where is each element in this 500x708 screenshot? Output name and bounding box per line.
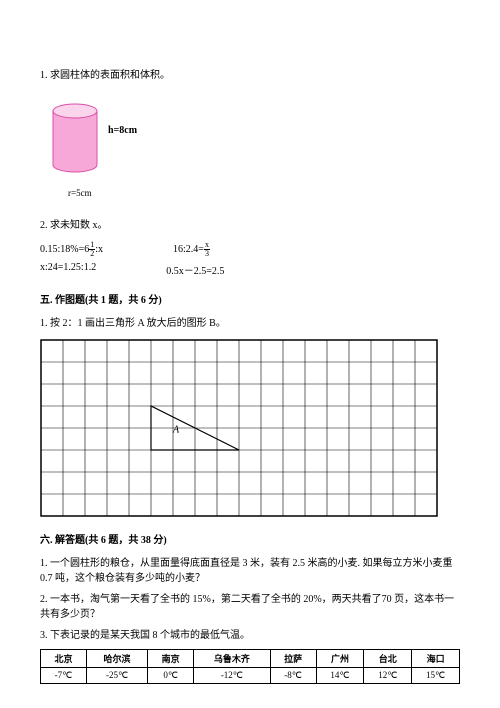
eq1-pre: 0.15:18%=6 xyxy=(40,244,89,255)
temperature-table: 北京哈尔滨南京乌鲁木齐拉萨广州台北海口 -7℃-25℃0℃-12℃-8℃14℃1… xyxy=(40,649,460,684)
eq2-den: 3 xyxy=(204,250,210,258)
cylinder-figure: h=8cm r=5cm xyxy=(40,93,460,198)
table-header-cell: 广州 xyxy=(316,650,364,668)
sec5-q1: 1. 按 2：1 画出三角形 A 放大后的图形 B。 xyxy=(40,314,460,329)
table-value-cell: -8℃ xyxy=(270,668,316,684)
table-header-cell: 乌鲁木齐 xyxy=(194,650,271,668)
table-header-cell: 拉萨 xyxy=(270,650,316,668)
table-header-cell: 海口 xyxy=(412,650,460,668)
eq2: 16:2.4=x3 xyxy=(173,241,210,258)
grid-figure: A xyxy=(40,339,460,517)
table-value-cell: -12℃ xyxy=(194,668,271,684)
table-header-cell: 南京 xyxy=(148,650,194,668)
sec6-q3: 3. 下表记录的是某天我国 8 个城市的最低气温。 xyxy=(40,626,460,641)
grid-svg: A xyxy=(40,339,438,517)
cylinder-svg: h=8cm xyxy=(40,93,190,183)
eq2-pre: 16:2.4= xyxy=(173,244,204,255)
table-header-cell: 北京 xyxy=(41,650,87,668)
eq4: 0.5x－2.5=2.5 xyxy=(166,262,224,277)
table-value-cell: 14℃ xyxy=(316,668,364,684)
sec6-q2: 2. 一本书，淘气第一天看了全书的 15%，第二天看了全书的 20%，两天共看了… xyxy=(40,590,460,620)
eq-row-2: x:24=1.25:1.2 0.5x－2.5=2.5 xyxy=(40,262,460,277)
table-header-cell: 台北 xyxy=(364,650,412,668)
q1-text: 1. 求圆柱体的表面积和体积。 xyxy=(40,66,460,81)
table-header-row: 北京哈尔滨南京乌鲁木齐拉萨广州台北海口 xyxy=(41,650,460,668)
sec6-q1: 1. 一个圆柱形的粮仓，从里面量得底面直径是 3 米，装有 2.5 米高的小麦.… xyxy=(40,554,460,584)
table-value-cell: -7℃ xyxy=(41,668,87,684)
svg-text:A: A xyxy=(172,424,180,435)
h-label: h=8cm xyxy=(108,125,138,136)
table-value-cell: -25℃ xyxy=(86,668,147,684)
q2-text: 2. 求未知数 x。 xyxy=(40,216,460,231)
sec5-title: 五. 作图题(共 1 题，共 6 分) xyxy=(40,291,460,306)
r-label: r=5cm xyxy=(68,188,460,198)
eq3: x:24=1.25:1.2 xyxy=(40,262,96,277)
eq-row-1: 0.15:18%=612:x 16:2.4=x3 xyxy=(40,241,460,258)
table-value-row: -7℃-25℃0℃-12℃-8℃14℃12℃15℃ xyxy=(41,668,460,684)
table-header-cell: 哈尔滨 xyxy=(86,650,147,668)
eq1: 0.15:18%=612:x xyxy=(40,241,103,258)
table-value-cell: 0℃ xyxy=(148,668,194,684)
eq1-post: :x xyxy=(95,244,103,255)
sec6-title: 六. 解答题(共 6 题，共 38 分) xyxy=(40,531,460,546)
table-value-cell: 15℃ xyxy=(412,668,460,684)
table-value-cell: 12℃ xyxy=(364,668,412,684)
